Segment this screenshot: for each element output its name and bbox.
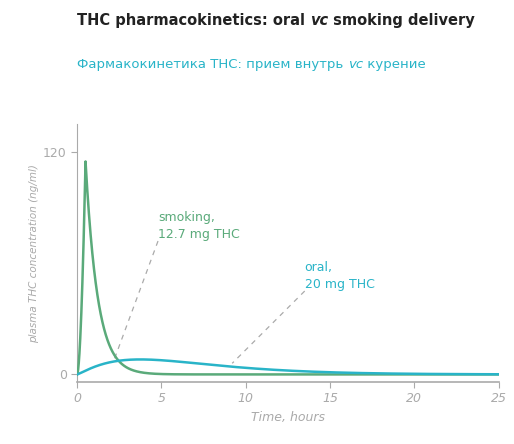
Text: oral,
20 mg THC: oral, 20 mg THC [305,261,375,291]
Text: smoking delivery: smoking delivery [328,13,475,28]
X-axis label: Time, hours: Time, hours [251,411,325,424]
Text: vc: vc [310,13,328,28]
Text: курение: курение [363,58,426,71]
Text: THC pharmacokinetics: oral: THC pharmacokinetics: oral [77,13,310,28]
Text: smoking,
12.7 mg THC: smoking, 12.7 mg THC [158,211,240,241]
Y-axis label: plasma THC concentration (ng/ml): plasma THC concentration (ng/ml) [29,164,39,342]
Text: Фармакокинетика ТНС: прием внутрь: Фармакокинетика ТНС: прием внутрь [77,58,347,71]
Text: vc: vc [347,58,363,71]
